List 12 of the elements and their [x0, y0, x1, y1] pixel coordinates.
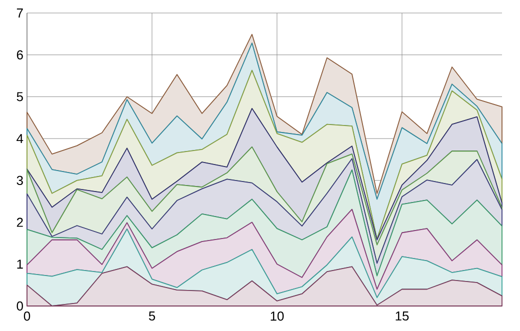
y-tick-label: 4: [16, 134, 24, 144]
x-tick-label: 5: [148, 312, 156, 321]
y-tick-label: 6: [16, 50, 23, 60]
y-tick-label: 1: [17, 260, 23, 269]
y-tick-label: 5: [16, 92, 23, 102]
x-tick-label: 0: [24, 312, 30, 321]
x-tick-label: 10: [270, 312, 284, 321]
y-tick-label: 0: [16, 301, 23, 311]
y-tick-label: 3: [16, 176, 23, 186]
x-tick-label: 15: [396, 312, 409, 321]
y-tick-label: 2: [16, 218, 23, 227]
y-tick-label: 7: [16, 8, 23, 18]
